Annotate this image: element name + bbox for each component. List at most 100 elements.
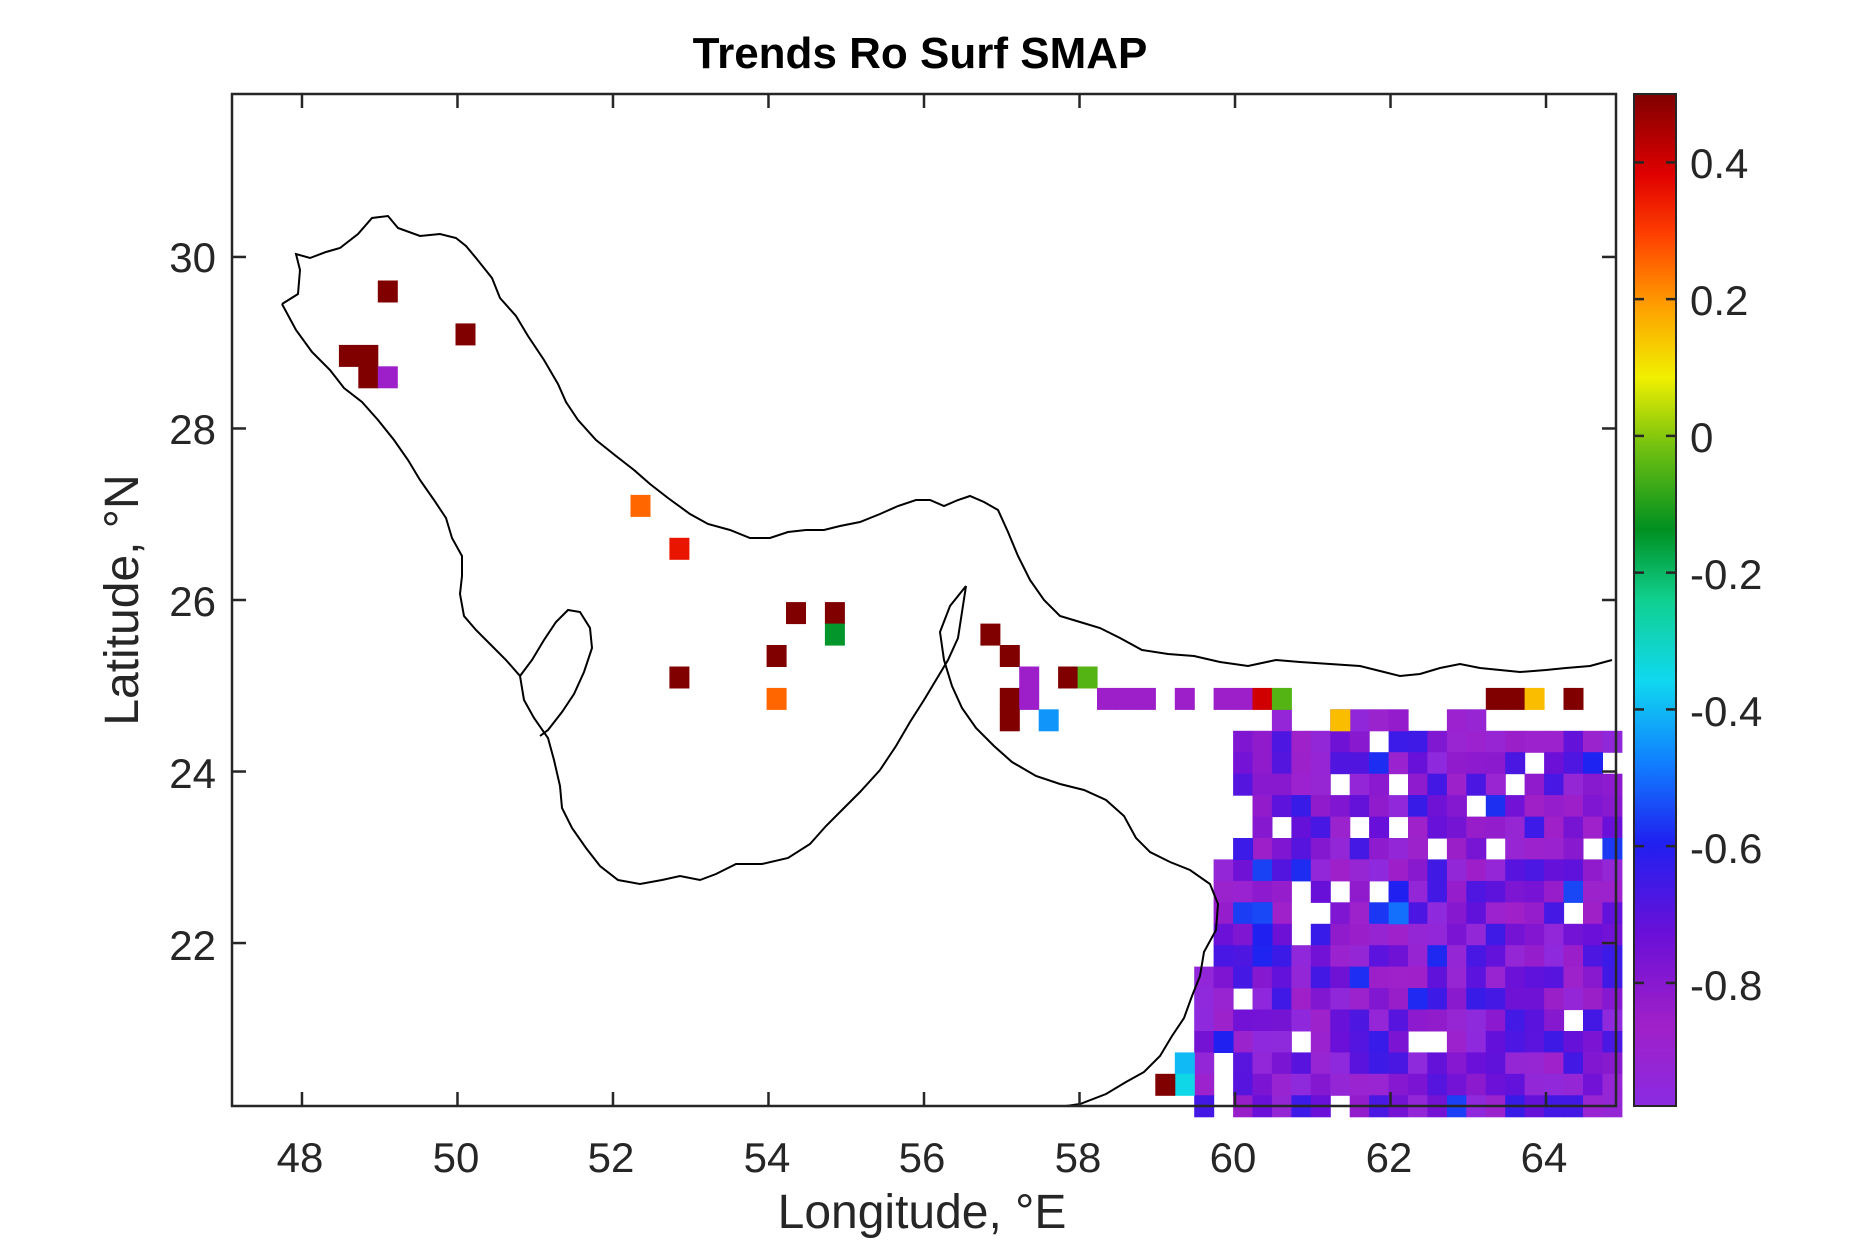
x-tick-label: 50 — [433, 1134, 480, 1181]
heatmap-cell — [1310, 1031, 1331, 1053]
heatmap-cell — [1349, 752, 1370, 775]
heatmap-cell — [1485, 730, 1506, 753]
heatmap-cell — [1310, 945, 1331, 968]
heatmap-cell — [1485, 880, 1506, 903]
heatmap-cell — [1544, 923, 1565, 946]
heatmap-cell — [1408, 902, 1428, 925]
heatmap-cell — [1563, 687, 1584, 710]
heatmap-cell — [1583, 966, 1603, 989]
heatmap-cell — [1252, 1031, 1273, 1053]
heatmap-cell — [1446, 988, 1467, 1011]
heatmap-cell — [1466, 859, 1487, 882]
heatmap-cell — [1602, 988, 1623, 1011]
heatmap-cell — [1602, 1052, 1623, 1075]
heatmap-cell — [1213, 880, 1234, 903]
y-tick-label: 28 — [169, 406, 216, 453]
heatmap-cell — [1466, 945, 1487, 968]
heatmap-cell — [1408, 752, 1428, 775]
heatmap-cell — [1388, 902, 1409, 925]
heatmap-cell — [1408, 1073, 1428, 1096]
heatmap-cell — [1291, 1052, 1312, 1075]
heatmap-cell — [1330, 1073, 1351, 1096]
heatmap-cell — [1369, 773, 1390, 796]
heatmap-cell — [1583, 730, 1603, 753]
heatmap-cell — [1505, 838, 1526, 860]
heatmap-cell — [1563, 816, 1584, 839]
heatmap-cell — [1194, 988, 1215, 1011]
heatmap-cell — [1233, 859, 1254, 882]
heatmap-cell — [1485, 1052, 1506, 1075]
heatmap-cell — [1271, 795, 1292, 818]
heatmap-cell — [1271, 966, 1292, 989]
x-tick-labels: 48 50 52 54 56 58 60 62 64 — [277, 1134, 1568, 1181]
heatmap-cell — [999, 687, 1020, 710]
heatmap-cell — [1408, 859, 1428, 882]
heatmap-cell — [1233, 838, 1254, 860]
heatmap-cell — [1427, 773, 1448, 796]
heatmap-cell — [1233, 1052, 1254, 1075]
heatmap-cell — [766, 645, 787, 667]
heatmap-cell — [358, 366, 379, 389]
heatmap-cell — [1446, 773, 1467, 796]
heatmap-cell — [1213, 945, 1234, 968]
heatmap-cell — [1271, 1073, 1292, 1096]
heatmap-cell — [1155, 1073, 1176, 1096]
heatmap-cell — [1583, 880, 1603, 903]
heatmap-cell — [1524, 923, 1545, 946]
heatmap-cell — [1466, 902, 1487, 925]
heatmap-cell — [1485, 988, 1506, 1011]
heatmap-cell — [1563, 795, 1584, 818]
heatmap-cell — [1369, 988, 1390, 1011]
heatmap-cell — [1369, 795, 1390, 818]
heatmap-cell — [1544, 1031, 1565, 1053]
heatmap-cell — [1233, 1031, 1254, 1053]
heatmap-cell — [1466, 816, 1487, 839]
heatmap-cell — [1349, 880, 1370, 903]
heatmap-cell — [1544, 902, 1565, 925]
heatmap-cell — [1427, 1052, 1448, 1075]
heatmap-cell — [1330, 923, 1351, 946]
heatmap-cell — [1233, 730, 1254, 753]
heatmap-cell — [824, 623, 845, 646]
heatmap-cell — [1252, 1009, 1273, 1032]
heatmap-cell — [1524, 966, 1545, 989]
heatmap-cell — [1233, 687, 1254, 710]
heatmap-cell — [1505, 1052, 1526, 1075]
heatmap-cell — [1408, 816, 1428, 839]
heatmap-cell — [1271, 709, 1292, 732]
heatmap-cell — [1583, 988, 1603, 1011]
heatmap-cell — [1524, 988, 1545, 1011]
heatmap-cell — [1233, 1009, 1254, 1032]
heatmap-cell — [1135, 687, 1156, 710]
heatmap-cell — [1544, 1009, 1565, 1032]
heatmap-cell — [1524, 902, 1545, 925]
heatmap-cell — [1524, 1073, 1545, 1096]
heatmap-cell — [1427, 988, 1448, 1011]
heatmap-cell — [1485, 902, 1506, 925]
heatmap-cell — [1388, 730, 1409, 753]
heatmap-cell — [1310, 880, 1331, 903]
heatmap-cell — [1408, 773, 1428, 796]
heatmap-cell — [1388, 988, 1409, 1011]
heatmap-cell — [1466, 1009, 1487, 1032]
x-tick-label: 60 — [1210, 1134, 1257, 1181]
heatmap-cell — [1544, 752, 1565, 775]
heatmap-cell — [1310, 859, 1331, 882]
heatmap-cell — [1446, 838, 1467, 860]
heatmap-cell — [1563, 859, 1584, 882]
heatmap-cell — [1524, 730, 1545, 753]
coastline-arabia-west — [281, 303, 967, 886]
heatmap-cell — [1583, 923, 1603, 946]
heatmap-cell — [1544, 816, 1565, 839]
heatmap-cell — [766, 687, 787, 710]
heatmap-cell — [1330, 1031, 1351, 1053]
x-tick-label: 56 — [899, 1134, 946, 1181]
heatmap-cell — [1446, 923, 1467, 946]
heatmap-cell — [1349, 1009, 1370, 1032]
heatmap-cell — [1038, 709, 1059, 732]
x-tick-label: 52 — [588, 1134, 635, 1181]
coastline — [281, 214, 1613, 678]
heatmap-cell — [1291, 966, 1312, 989]
heatmap-cell — [1369, 945, 1390, 968]
heatmap-cell — [1194, 1031, 1215, 1053]
